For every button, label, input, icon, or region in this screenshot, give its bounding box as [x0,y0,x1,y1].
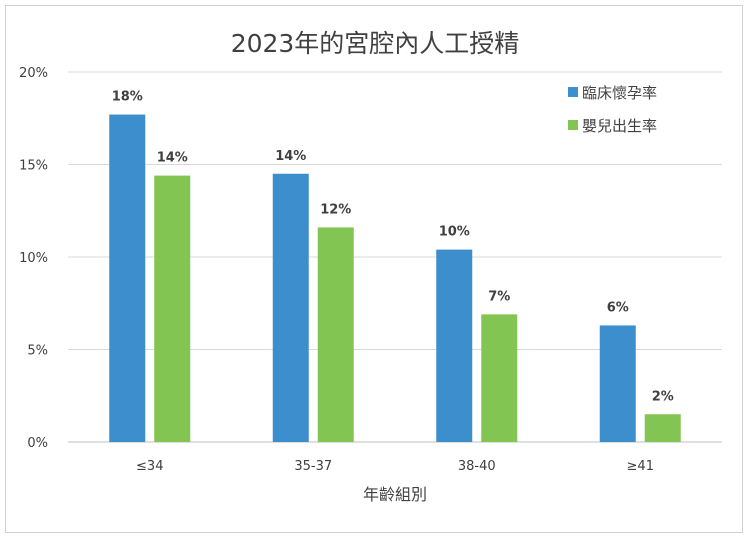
y-tick-label: 20% [19,66,48,81]
y-tick-label: 0% [27,436,48,451]
y-tick-label: 10% [19,251,48,266]
bar-birth [154,175,191,442]
x-tick-label: 35-37 [294,459,332,474]
x-axis-label: 年齡組別 [363,485,427,504]
bar-pregnancy [272,173,309,442]
data-label: 2% [652,389,674,404]
data-label: 14% [157,151,188,166]
data-label: 6% [607,300,629,315]
data-label: 7% [488,289,510,304]
data-label: 10% [439,225,470,240]
data-label: 14% [275,149,306,164]
chart-border [5,5,743,533]
bar-birth [644,414,681,442]
legend-swatch [568,120,578,130]
x-tick-label: ≥41 [627,459,654,474]
legend-swatch [568,87,578,97]
bar-pregnancy [436,249,473,442]
data-label: 18% [112,90,143,105]
y-tick-label: 15% [19,159,48,174]
bar-birth [317,227,354,442]
y-tick-label: 5% [27,344,48,359]
x-tick-label: ≤34 [136,459,163,474]
bar-pregnancy [599,325,636,442]
bar-pregnancy [109,114,146,443]
chart-title: 2023年的宮腔內人工授精 [231,29,520,58]
x-tick-label: 38-40 [458,459,496,474]
legend-label: 嬰兒出生率 [582,117,657,135]
data-label: 12% [320,202,351,217]
legend-label: 臨床懷孕率 [582,84,657,102]
bar-birth [481,314,518,442]
